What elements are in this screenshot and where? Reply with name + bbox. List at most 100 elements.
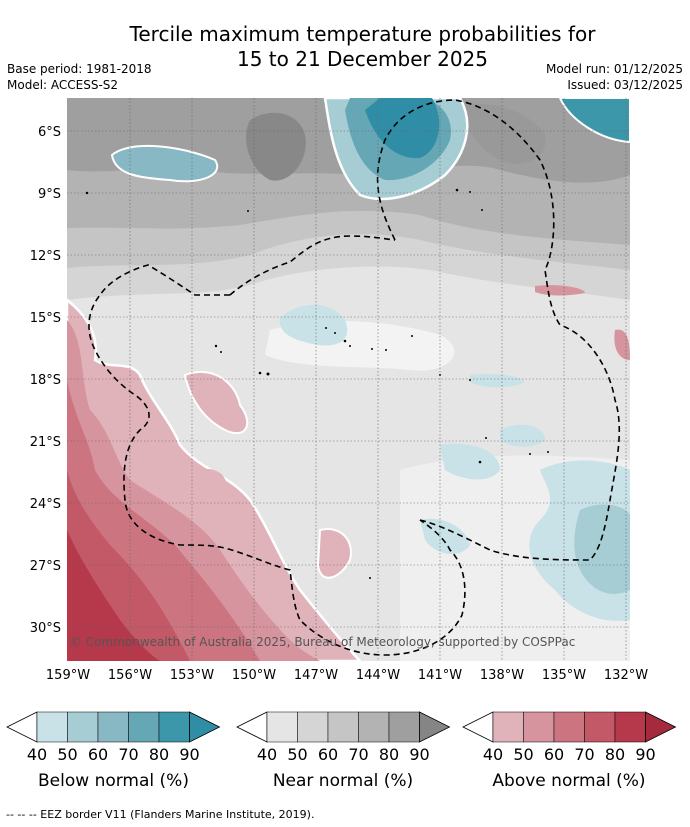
island-markers: [85, 188, 549, 579]
legend-tick-label: 80: [379, 745, 399, 764]
lon-label: 141°W: [418, 668, 462, 683]
lat-label: 21°S: [30, 435, 61, 450]
above-normal-patch: [183, 370, 249, 435]
below-normal-patch-3: [420, 518, 470, 555]
lat-label: 15°S: [30, 311, 61, 326]
lon-label: 159°W: [46, 668, 90, 683]
legend-color-step: [297, 711, 329, 743]
legend-tick-label: 80: [605, 745, 625, 764]
legend-color-step: [67, 711, 99, 743]
lat-label: 18°S: [30, 373, 61, 388]
legend-below-normal: 40 50 60 70 80 90: [6, 711, 221, 764]
lon-label: 150°W: [232, 668, 276, 683]
legend-tick-label: 60: [88, 745, 108, 764]
lat-label: 27°S: [30, 559, 61, 574]
legend-color-step: [327, 711, 359, 743]
model-name: Model: ACCESS-S2: [7, 78, 119, 92]
legend-tick-label: 70: [118, 745, 138, 764]
lon-label: 132°W: [604, 668, 648, 683]
below-normal-patch: [440, 443, 500, 480]
legend-color-step: [584, 711, 616, 743]
legend-tick-label: 90: [409, 745, 429, 764]
above-normal-sw-80: [67, 530, 160, 661]
copyright-notice: © Commonwealth of Australia 2025, Bureau…: [70, 635, 575, 649]
lat-label: 6°S: [38, 125, 61, 140]
above-normal-patch-2: [316, 528, 352, 579]
lon-label: 153°W: [170, 668, 214, 683]
legend-color-step: [388, 711, 420, 743]
legend-near-normal: 40 50 60 70 80 90: [236, 711, 451, 764]
legend-arrow-right: [645, 711, 677, 743]
below-normal-west-patch: [110, 145, 219, 183]
base-period: Base period: 1981-2018: [7, 62, 152, 76]
legend-tick-label: 40: [257, 745, 277, 764]
legend-tick-label: 60: [544, 745, 564, 764]
legend-caption-near: Near normal (%): [272, 771, 414, 791]
model-run: Model run: 01/12/2025: [545, 62, 683, 76]
longitude-labels: 159°W 156°W 153°W 150°W 147°W 144°W 141°…: [46, 668, 648, 683]
map-fill-layer: [67, 98, 630, 661]
lon-label: 147°W: [294, 668, 338, 683]
probability-map: 6°S 9°S 12°S 15°S 18°S 21°S 24°S 27°S 30…: [30, 98, 648, 683]
above-normal-patch-5: [195, 468, 226, 492]
legend-color-step: [492, 711, 524, 743]
lat-label: 12°S: [30, 249, 61, 264]
legend-tick-label: 40: [483, 745, 503, 764]
lat-label: 30°S: [30, 621, 61, 636]
lon-label: 135°W: [542, 668, 586, 683]
lat-label: 9°S: [38, 187, 61, 202]
legend-color-step: [97, 711, 129, 743]
colorbar-legends: 40 50 60 70 80 90 40 50 60 70 80 90 40 50 60 70 80 90: [6, 711, 677, 764]
legend-color-step: [614, 711, 646, 743]
legend-arrow-left: [236, 711, 268, 743]
lat-label: 24°S: [30, 497, 61, 512]
legend-tick-label: 90: [635, 745, 655, 764]
map-title: Tercile maximum temperature probabilitie…: [100, 22, 625, 72]
legend-color-step: [553, 711, 585, 743]
legend-tick-label: 90: [179, 745, 199, 764]
grid-lines: [67, 98, 630, 661]
eez-border-south: [88, 264, 466, 656]
near-normal-90-patch-2: [460, 103, 546, 164]
legend-color-step: [128, 711, 160, 743]
legend-tick-label: 80: [149, 745, 169, 764]
legend-arrow-left: [6, 711, 38, 743]
legend-color-step: [358, 711, 390, 743]
legend-arrow-right: [189, 711, 221, 743]
below-normal-islands: [279, 304, 348, 346]
eez-footnote: -- -- -- EEZ border V11 (Flanders Marine…: [6, 808, 315, 821]
above-normal-patch-3: [535, 285, 585, 296]
legend-tick-label: 50: [287, 745, 307, 764]
legend-tick-label: 40: [27, 745, 47, 764]
legend-color-step: [266, 711, 298, 743]
lon-label: 138°W: [480, 668, 524, 683]
legend-tick-label: 70: [348, 745, 368, 764]
issued-date: Issued: 03/12/2025: [567, 78, 683, 92]
below-normal-ne-patch: [558, 98, 630, 144]
latitude-labels: 6°S 9°S 12°S 15°S 18°S 21°S 24°S 27°S 30…: [30, 125, 61, 636]
lon-label: 144°W: [356, 668, 400, 683]
legend-color-step: [158, 711, 190, 743]
legend-caption-above: Above normal (%): [492, 771, 646, 791]
below-normal-patch-4: [470, 373, 525, 388]
meta-right: Model run: 01/12/2025 Issued: 03/12/2025: [546, 61, 683, 93]
lon-label: 156°W: [108, 668, 152, 683]
legend-tick-label: 70: [574, 745, 594, 764]
legend-color-step: [523, 711, 555, 743]
title-line-1: Tercile maximum temperature probabilitie…: [129, 22, 596, 46]
legend-tick-label: 60: [318, 745, 338, 764]
eez-border-north: [229, 235, 396, 296]
legend-tick-label: 50: [57, 745, 77, 764]
legend-arrow-right: [419, 711, 451, 743]
eez-border-east: [376, 99, 621, 561]
meta-left: Base period: 1981-2018 Model: ACCESS-S2: [7, 61, 152, 93]
near-normal-90-patch: [246, 112, 306, 181]
legend-caption-below: Below normal (%): [38, 771, 189, 791]
title-line-2: 15 to 21 December 2025: [236, 47, 488, 71]
legend-above-normal: 40 50 60 70 80 90: [462, 711, 677, 764]
legend-arrow-left: [462, 711, 494, 743]
below-normal-north-peak: [365, 98, 440, 159]
legend-tick-label: 50: [513, 745, 533, 764]
legend-color-step: [36, 711, 68, 743]
below-normal-se-core: [574, 504, 630, 594]
